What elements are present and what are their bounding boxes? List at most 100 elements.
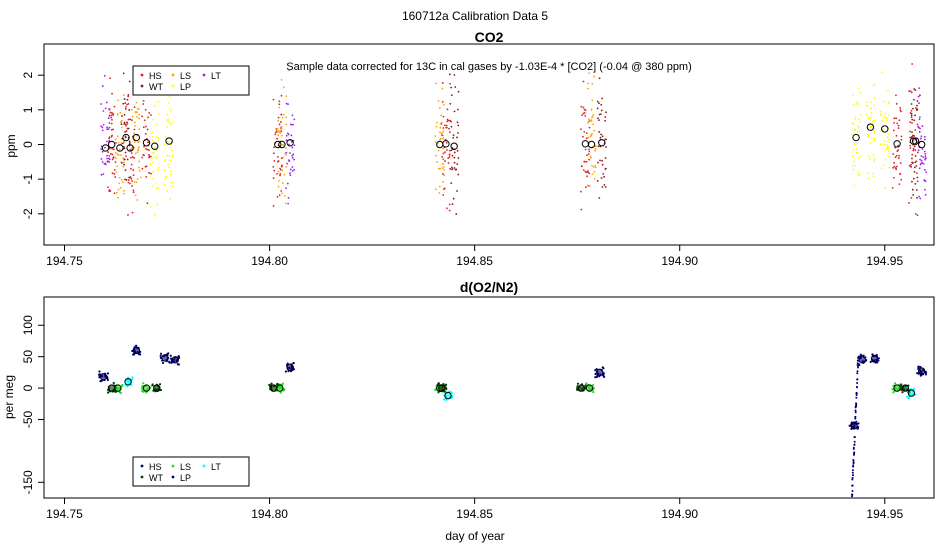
co2-raw-point: [288, 143, 290, 146]
co2-raw-point: [126, 158, 129, 161]
co2-raw-point: [127, 94, 130, 96]
co2-raw-point: [884, 149, 886, 152]
co2-raw-point: [883, 140, 886, 142]
o2n2-x-tick-label: 194.75: [46, 507, 83, 521]
co2-raw-point: [285, 151, 288, 154]
co2-raw-point: [916, 176, 919, 179]
o2n2-mean-point-ls: [142, 384, 151, 392]
o2n2-raw-point: [851, 478, 854, 481]
co2-raw-point: [143, 119, 146, 122]
co2-raw-point: [116, 113, 119, 115]
co2-raw-point: [113, 105, 116, 108]
o2n2-raw-point: [852, 464, 855, 467]
co2-raw-point: [168, 155, 171, 157]
co2-raw-point: [913, 88, 916, 90]
co2-raw-point: [921, 125, 924, 128]
co2-raw-point: [123, 189, 125, 192]
co2-raw-point: [448, 127, 450, 130]
co2-raw-point: [125, 125, 127, 127]
co2-raw-point: [910, 196, 913, 199]
co2-raw-point: [437, 149, 440, 152]
co2-raw-point: [289, 174, 292, 177]
co2-raw-point: [151, 138, 154, 141]
co2-raw-point: [856, 152, 859, 155]
co2-raw-point: [456, 136, 458, 139]
o2n2-raw-point: [892, 391, 895, 394]
co2-raw-point: [441, 101, 444, 103]
co2-raw-point: [138, 146, 140, 149]
co2-raw-point: [895, 154, 898, 157]
co2-raw-point: [604, 186, 607, 188]
co2-raw-point: [148, 172, 151, 174]
o2n2-mean-point-hs: [99, 373, 108, 381]
o2n2-raw-point: [106, 372, 110, 375]
co2-raw-point: [456, 163, 459, 166]
co2-raw-point: [112, 114, 115, 116]
o2n2-legend: HS LS LT WT LP: [132, 456, 250, 487]
co2-raw-point: [590, 108, 593, 111]
co2-raw-point: [134, 111, 137, 114]
co2-raw-point: [157, 140, 160, 143]
co2-raw-point: [879, 143, 882, 146]
co2-raw-point: [109, 111, 112, 114]
co2-raw-point: [285, 134, 288, 137]
o2n2-raw-point: [595, 367, 598, 371]
o2n2-raw-point: [856, 370, 859, 373]
o2n2-raw-point: [901, 391, 904, 394]
co2-raw-point: [100, 173, 103, 176]
co2-raw-point: [129, 182, 131, 185]
o2n2-raw-point: [912, 387, 916, 390]
co2-raw-point: [134, 194, 137, 197]
co2-raw-point: [147, 149, 150, 151]
co2-raw-point: [436, 160, 438, 163]
co2-raw-point: [138, 160, 141, 163]
o2n2-raw-point: [442, 398, 446, 401]
co2-raw-point: [127, 214, 129, 216]
co2-raw-point: [435, 82, 438, 85]
co2-raw-point: [111, 158, 114, 161]
co2-raw-point: [919, 197, 922, 200]
co2-raw-point: [910, 109, 913, 112]
co2-raw-point: [914, 182, 917, 185]
co2-mean-point-lp: [165, 137, 173, 145]
co2-raw-point: [115, 142, 117, 144]
co2-raw-point: [899, 162, 902, 165]
co2-raw-point: [112, 128, 114, 131]
co2-raw-point: [452, 134, 455, 137]
co2-raw-point: [134, 124, 136, 127]
o2n2-raw-point: [151, 384, 154, 387]
co2-raw-point: [580, 128, 582, 131]
o2n2-raw-point: [602, 367, 605, 370]
co2-raw-point: [274, 133, 277, 136]
co2-raw-point: [146, 148, 149, 151]
co2-raw-point: [870, 112, 873, 114]
co2-raw-point: [164, 177, 166, 180]
co2-raw-point: [872, 130, 875, 132]
figure-title: 160712a Calibration Data 5: [402, 9, 548, 23]
co2-raw-point: [854, 118, 857, 121]
co2-raw-point: [286, 162, 289, 165]
co2-raw-point: [277, 119, 280, 122]
co2-raw-point: [909, 144, 912, 147]
o2n2-mean-point-lt: [444, 391, 452, 400]
co2-raw-point: [888, 155, 891, 158]
co2-raw-point: [443, 166, 445, 168]
co2-raw-point: [127, 179, 130, 181]
co2-mean-point-lt: [101, 144, 110, 152]
co2-raw-point: [873, 158, 876, 161]
co2-mean-point-lt: [286, 139, 294, 147]
co2-raw-point: [895, 102, 898, 105]
co2-raw-point: [442, 152, 445, 155]
o2n2-raw-point: [855, 392, 858, 395]
co2-raw-point: [919, 137, 922, 140]
co2-raw-point: [914, 129, 917, 131]
co2-raw-point: [108, 126, 111, 129]
co2-raw-point: [131, 147, 133, 150]
o2n2-raw-point: [893, 382, 897, 385]
co2-raw-point: [910, 116, 913, 119]
o2n2-mean-point-wt: [438, 384, 446, 392]
co2-raw-point: [114, 138, 117, 141]
co2-raw-point: [147, 116, 149, 119]
co2-raw-point: [873, 137, 876, 140]
co2-raw-point: [870, 137, 873, 140]
